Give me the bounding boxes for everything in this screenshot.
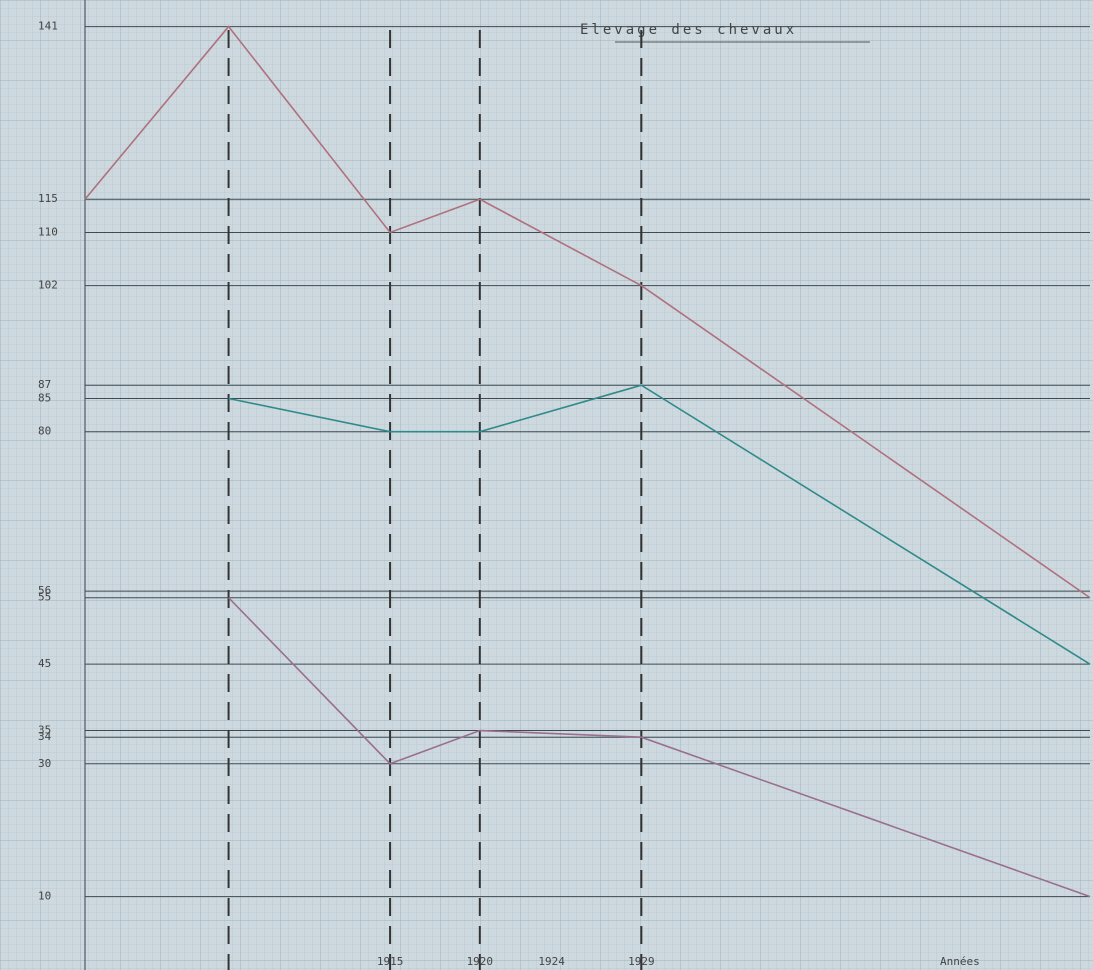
y-tick-label: 85 bbox=[38, 391, 51, 404]
x-tick-label: 1924 bbox=[538, 955, 565, 968]
series-line bbox=[228, 384, 1091, 665]
y-tick-label: 56 bbox=[38, 584, 51, 597]
y-tick-label: 35 bbox=[38, 724, 51, 737]
y-tick-label: 55 bbox=[38, 591, 51, 604]
y-tick-label: 80 bbox=[38, 425, 51, 438]
y-tick-label: 115 bbox=[38, 192, 58, 205]
y-tick-label: 102 bbox=[38, 279, 58, 292]
series-line bbox=[227, 597, 1091, 898]
series-line bbox=[84, 25, 1091, 599]
y-tick-label: 45 bbox=[38, 657, 51, 670]
y-tick-label: 141 bbox=[38, 20, 58, 33]
y-tick-label: 34 bbox=[38, 730, 52, 743]
chart-title: Elevage des chevaux bbox=[580, 22, 797, 38]
x-axis-label: Années bbox=[940, 955, 980, 968]
y-tick-label: 10 bbox=[38, 890, 51, 903]
y-tick-label: 87 bbox=[38, 378, 51, 391]
y-tick-label: 30 bbox=[38, 757, 51, 770]
y-tick-label: 110 bbox=[38, 225, 58, 238]
